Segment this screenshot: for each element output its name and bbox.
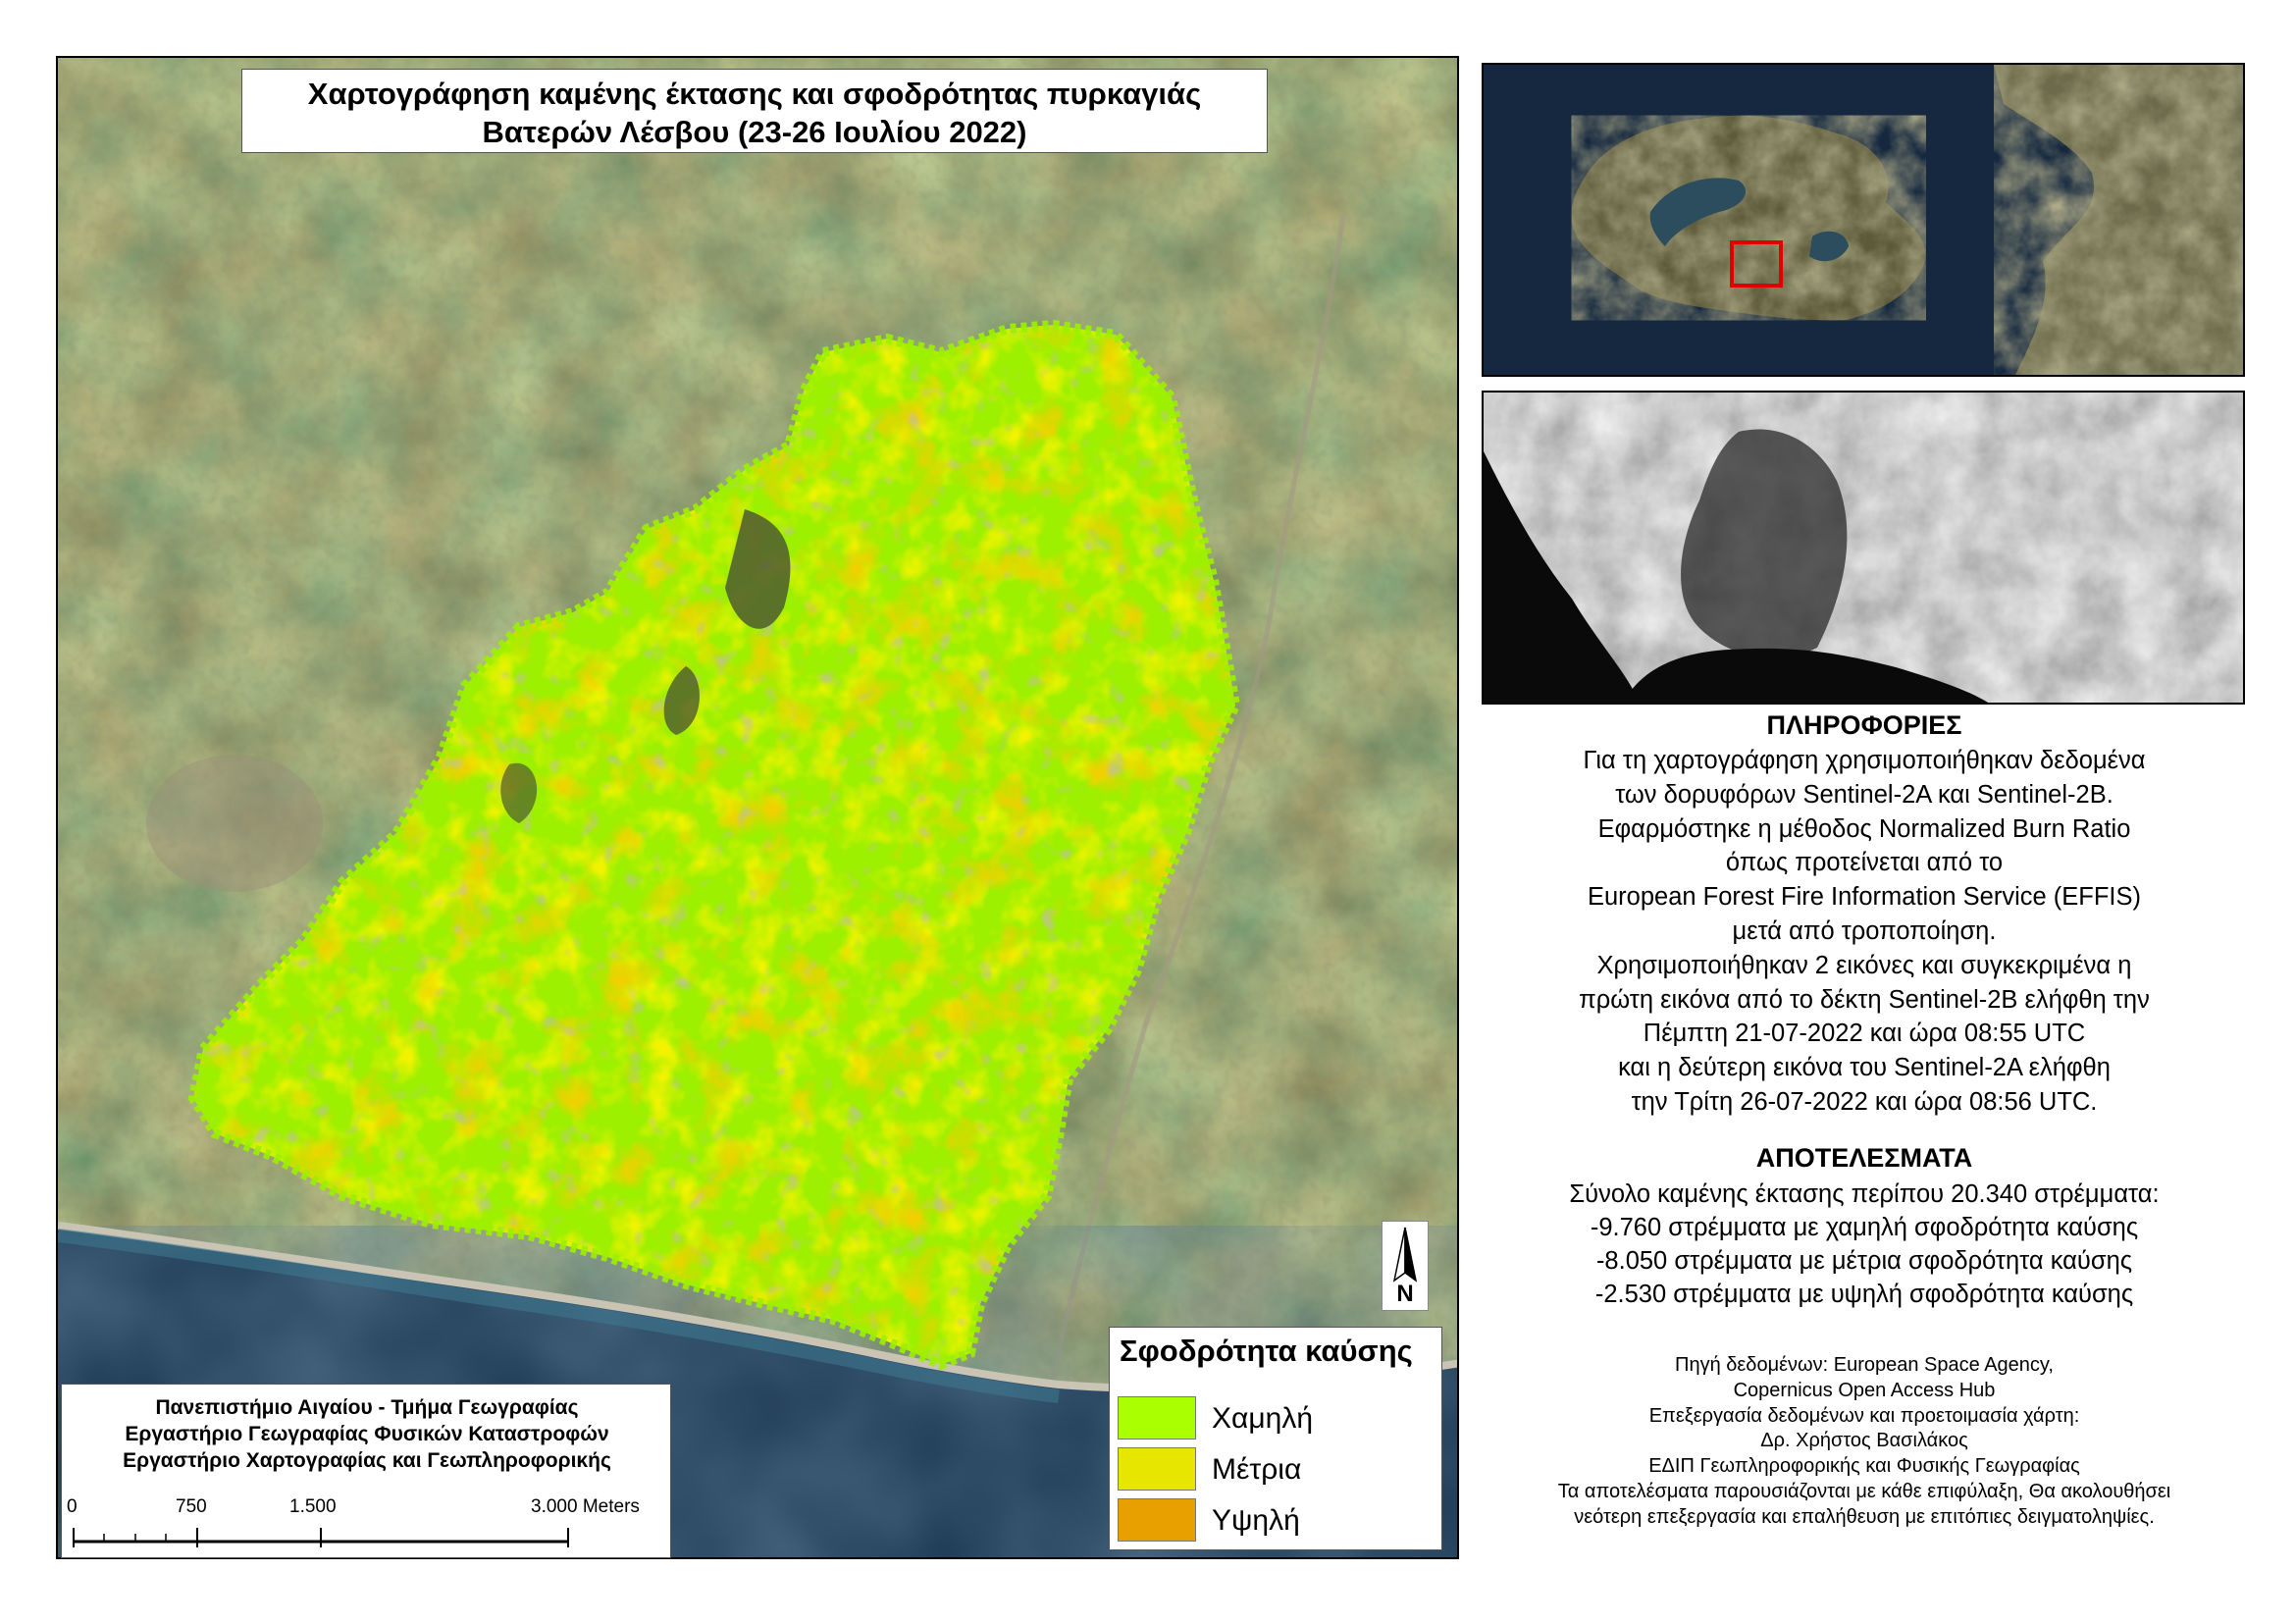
legend-title: Σφοδρότητα καύσης [1120,1334,1413,1368]
source-line: Copernicus Open Access Hub [1733,1379,1996,1401]
map-title: Χαρτογράφηση καμένης έκτασης και σφοδρότ… [241,69,1268,153]
results-line: -9.760 στρέμματα με χαμηλή σφοδρότητα κα… [1590,1214,2139,1241]
info-line: και η δεύτερη εικόνα του Sentinel-2A ελή… [1618,1054,2111,1082]
map-title-line1: Χαρτογράφηση καμένης έκτασης και σφοδρότ… [307,77,1202,111]
results-line: -2.530 στρέμματα με υψηλή σφοδρότητα καύ… [1594,1281,2134,1308]
info-section: ΠΛΗΡΟΦΟΡΙΕΣ Για τη χαρτογράφηση χρησιμοπ… [1482,707,2247,1120]
legend-swatch-medium [1118,1447,1196,1491]
legend-item-low: Χαμηλή [1118,1396,1432,1440]
scalebar-tick-1500: 1.500 [289,1496,337,1517]
legend: Σφοδρότητα καύσης Χαμηλή Μέτρια Υψηλή [1109,1327,1442,1550]
legend-swatch-low [1118,1396,1196,1440]
info-line: Χρησιμοποιήθηκαν 2 εικόνες και συγκεκριμ… [1596,951,2132,979]
info-line: όπως προτείνεται από το [1725,849,2004,877]
source-line: ΕΔΙΠ Γεωπληροφορικής και Φυσικής Γεωγραφ… [1648,1455,2080,1478]
source-line: Πηγή δεδομένων: European Space Agency, [1675,1354,2054,1376]
inset-satellite-image [1484,65,2243,375]
credits-box: Πανεπιστήμιο Αιγαίου - Τμήμα Γεωγραφίας … [61,1384,671,1558]
scalebar-tick-750: 750 [176,1496,207,1517]
credits-line3: Εργαστήριο Χαρτογραφίας και Γεωπληροφορι… [123,1449,611,1472]
north-arrow: N [1382,1221,1429,1311]
info-line: πρώτη εικόνα από το δέκτη Sentinel-2B ελ… [1579,985,2150,1014]
north-arrow-label: N [1396,1281,1414,1307]
credits-line2: Εργαστήριο Γεωγραφίας Φυσικών Καταστροφώ… [125,1423,609,1445]
info-line: Πέμπτη 21-07-2022 και ώρα 08:55 UTC [1643,1020,2086,1048]
source-line: Επεξεργασία δεδομένων και προετοιμασία χ… [1648,1404,2080,1427]
legend-label-low: Χαμηλή [1212,1402,1314,1435]
scalebar-tick-0: 0 [67,1496,78,1517]
credits-line1: Πανεπιστήμιο Αιγαίου - Τμήμα Γεωγραφίας [155,1396,579,1419]
legend-swatch-high [1118,1498,1196,1542]
info-heading: ΠΛΗΡΟΦΟΡΙΕΣ [1766,710,1962,740]
info-line: την Τρίτη 26-07-2022 και ώρα 08:56 UTC. [1631,1087,2098,1116]
source-line: νεότερη επεξεργασία και επαλήθευση με επ… [1574,1505,2155,1528]
results-line: Σύνολο καμένης έκτασης περίπου 20.340 στ… [1569,1180,2160,1208]
legend-item-medium: Μέτρια [1118,1447,1432,1491]
scalebar-graphic [73,1528,569,1547]
info-line: European Forest Fire Information Service… [1587,883,2142,912]
source-line: Τα αποτελέσματα παρουσιάζονται με κάθε ε… [1557,1480,2171,1502]
scalebar-tick-3000: 3.000 Meters [531,1496,640,1517]
inset-locator-map [1482,63,2245,377]
results-line: -8.050 στρέμματα με μέτρια σφοδρότητα κα… [1595,1247,2133,1275]
source-section: Πηγή δεδομένων: European Space Agency, C… [1482,1353,2247,1531]
legend-item-high: Υψηλή [1118,1498,1432,1542]
info-line: Για τη χαρτογράφηση χρησιμοποιήθηκαν δεδ… [1583,747,2146,774]
sentinel-image-map [1482,391,2245,705]
legend-label-medium: Μέτρια [1212,1453,1302,1486]
source-line: Δρ. Χρήστος Βασιλάκος [1760,1430,1968,1452]
info-line: Εφαρμόστηκε η μέθοδος Normalized Burn Ra… [1597,814,2131,843]
info-line: των δορυφόρων Sentinel-2A και Sentinel-2… [1615,780,2113,809]
legend-label-high: Υψηλή [1212,1504,1300,1537]
results-heading: ΑΠΟΤΕΛΕΣΜΑΤΑ [1755,1143,1973,1173]
inset-highlight-box [1730,240,1783,288]
map-title-line2: Βατερών Λέσβου (23-26 Ιουλίου 2022) [482,115,1027,149]
results-section: ΑΠΟΤΕΛΕΣΜΑΤΑ Σύνολο καμένης έκτασης περί… [1482,1138,2247,1311]
north-arrow-icon [1392,1227,1418,1283]
sentinel-greyscale-image [1484,393,2243,703]
info-line: μετά από τροποποίηση. [1732,916,1997,945]
